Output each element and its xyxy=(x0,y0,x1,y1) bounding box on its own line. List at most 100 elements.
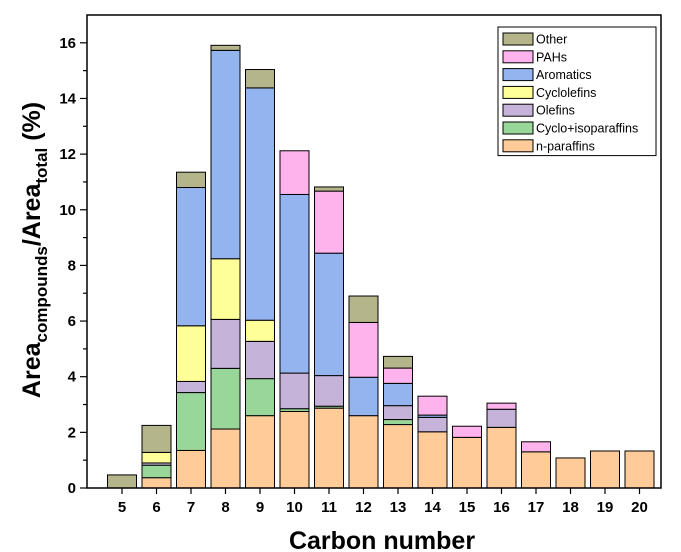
legend-label: Cyclolefins xyxy=(536,86,596,100)
bar-segment-c11-olefins xyxy=(314,375,344,407)
bar-segment-c11-other xyxy=(314,186,344,192)
bar-segment-c10-aromatics xyxy=(279,193,310,374)
bar-segment-c7-cyclolefins xyxy=(176,325,206,382)
bar-segment-c13-pahs xyxy=(383,367,413,384)
plot-frame xyxy=(86,14,662,489)
bar-segment-c13-olefins xyxy=(383,405,413,421)
x-axis-title: Carbon number xyxy=(289,527,475,552)
x-tick-label: 8 xyxy=(221,499,229,516)
x-tick-label: 17 xyxy=(528,499,545,516)
bar-segment-c10-olefins xyxy=(279,372,310,410)
bar-segment-c8-aromatics xyxy=(210,49,241,260)
bar-segment-c8-cyclo-isoparaffins xyxy=(210,367,241,430)
legend-label: PAHs xyxy=(536,50,567,64)
bar-segment-c15-n-paraffins xyxy=(452,436,482,489)
y-tick-label: 10 xyxy=(59,202,76,219)
bar-segment-c14-n-paraffins xyxy=(417,431,448,489)
bar-segment-c9-aromatics xyxy=(245,87,275,321)
legend: Other PAHs Aromatics Cyclolefins Olefins Cycl… xyxy=(497,26,657,157)
bar-segment-c7-cyclo-isoparaffins xyxy=(176,392,206,451)
x-tick-label: 6 xyxy=(152,499,160,516)
y-tick-label: 2 xyxy=(68,424,76,441)
bar-segment-c10-n-paraffins xyxy=(279,410,310,489)
bar-segment-c8-cyclolefins xyxy=(210,258,241,320)
bar-segment-c6-cyclolefins xyxy=(141,451,172,464)
bars-layer xyxy=(107,44,655,489)
bar-segment-c13-n-paraffins xyxy=(383,424,413,489)
bar-segment-c16-pahs xyxy=(486,402,517,410)
x-tick-label: 20 xyxy=(631,499,648,516)
x-tick-label: 5 xyxy=(118,499,126,516)
bar-segment-c7-aromatics xyxy=(176,187,206,327)
bar-segment-c10-pahs xyxy=(279,150,310,195)
x-tick-label: 10 xyxy=(286,499,303,516)
x-tick-label: 14 xyxy=(424,499,441,516)
legend-swatch xyxy=(502,68,534,82)
y-tick-label: 14 xyxy=(59,90,76,107)
y-axis-title-main: Area xyxy=(18,341,46,398)
legend-swatch xyxy=(502,103,534,117)
y-axis-title-unit: (%) xyxy=(18,102,46,148)
bar-segment-c12-n-paraffins xyxy=(348,415,379,489)
y-axis-title-sep: /Area xyxy=(18,183,46,247)
bar-segment-c11-pahs xyxy=(314,190,344,254)
legend-label: Other xyxy=(536,33,567,47)
bar-segment-c6-other xyxy=(141,424,172,453)
bar-segment-c9-cyclo-isoparaffins xyxy=(245,378,275,417)
bar-segment-c9-other xyxy=(245,69,275,89)
bar-segment-c7-olefins xyxy=(176,380,206,394)
y-tick-label: 16 xyxy=(59,35,76,52)
bar-segment-c11-n-paraffins xyxy=(314,407,344,489)
bar-segment-c8-n-paraffins xyxy=(210,428,241,489)
bar-segment-c19-n-paraffins xyxy=(590,450,620,489)
legend-label: Aromatics xyxy=(536,68,592,82)
legend-swatch xyxy=(502,32,534,46)
y-axis-title: Areacompounds/Areatotal (%) xyxy=(18,102,51,398)
bar-segment-c9-n-paraffins xyxy=(245,415,275,489)
bar-segment-c18-n-paraffins xyxy=(555,457,586,489)
x-tick-label: 16 xyxy=(493,499,510,516)
legend-swatch xyxy=(502,85,534,99)
axes-layer: 0 2 4 6 8 10 12 14 16 5 6 7 8 9 10 11 12 13 14 15 16 17 18 19 20 xyxy=(59,14,662,516)
bar-segment-c17-pahs xyxy=(521,441,551,453)
bar-segment-c7-other xyxy=(176,171,206,188)
bar-segment-c5-other xyxy=(107,474,137,489)
bar-segment-c15-pahs xyxy=(452,425,482,438)
bar-segment-c13-cyclo-isoparaffins xyxy=(383,419,413,426)
bar-segment-c12-other xyxy=(348,295,379,323)
bar-segment-c9-olefins xyxy=(245,340,275,380)
y-axis-title-sub2: total xyxy=(32,148,51,184)
x-tick-label: 15 xyxy=(459,499,476,516)
y-tick-label: 8 xyxy=(68,257,76,274)
x-tick-label: 12 xyxy=(355,499,372,516)
legend-label: Cyclo+isoparaffins xyxy=(536,122,638,136)
y-tick-label: 0 xyxy=(68,480,76,497)
legend-label: Olefins xyxy=(536,104,575,118)
x-tick-label: 13 xyxy=(390,499,407,516)
bar-segment-c17-n-paraffins xyxy=(521,451,551,489)
legend-label: n-paraffins xyxy=(536,139,595,153)
bar-segment-c8-olefins xyxy=(210,318,241,369)
x-tick-label: 19 xyxy=(597,499,614,516)
y-tick-label: 6 xyxy=(68,313,76,330)
x-tick-label: 11 xyxy=(321,499,337,516)
bar-segment-c11-aromatics xyxy=(314,252,344,377)
bar-segment-c14-pahs xyxy=(417,395,448,416)
y-tick-label: 4 xyxy=(68,369,77,386)
bar-segment-c12-aromatics xyxy=(348,376,379,417)
legend-swatch xyxy=(502,139,534,153)
y-axis-title-sub1: compounds xyxy=(32,246,51,342)
y-tick-label: 12 xyxy=(59,146,76,163)
bar-segment-c13-other xyxy=(383,355,413,369)
bar-segment-c13-aromatics xyxy=(383,382,413,407)
legend-swatch xyxy=(502,50,534,64)
x-tick-label: 7 xyxy=(187,499,195,516)
bar-segment-c20-n-paraffins xyxy=(624,450,655,489)
bar-segment-c16-n-paraffins xyxy=(486,426,517,489)
bar-segment-c7-n-paraffins xyxy=(176,449,206,489)
x-tick-label: 18 xyxy=(562,499,579,516)
bar-segment-c6-n-paraffins xyxy=(141,477,172,489)
bar-segment-c8-other xyxy=(210,44,241,51)
bar-segment-c12-pahs xyxy=(348,321,379,378)
